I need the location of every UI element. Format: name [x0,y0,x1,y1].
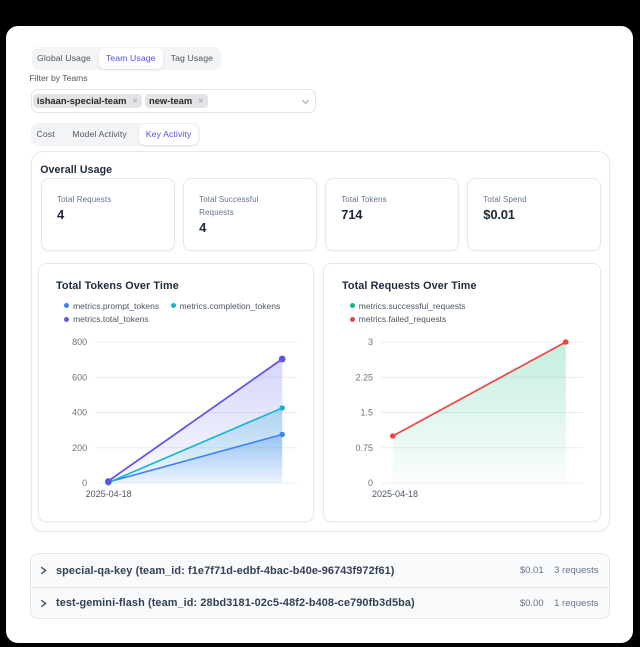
svg-text:400: 400 [72,408,87,418]
svg-text:0: 0 [368,478,373,488]
svg-text:800: 800 [72,337,87,347]
svg-text:0: 0 [82,478,87,488]
svg-text:600: 600 [72,372,87,382]
svg-text:2025-04-18: 2025-04-18 [372,489,418,499]
svg-text:2.25: 2.25 [356,372,374,382]
svg-text:200: 200 [72,443,87,453]
svg-text:0.75: 0.75 [356,443,374,453]
svg-text:1.5: 1.5 [361,408,374,418]
svg-text:3: 3 [368,337,373,347]
svg-text:2025-04-18: 2025-04-18 [85,489,131,499]
